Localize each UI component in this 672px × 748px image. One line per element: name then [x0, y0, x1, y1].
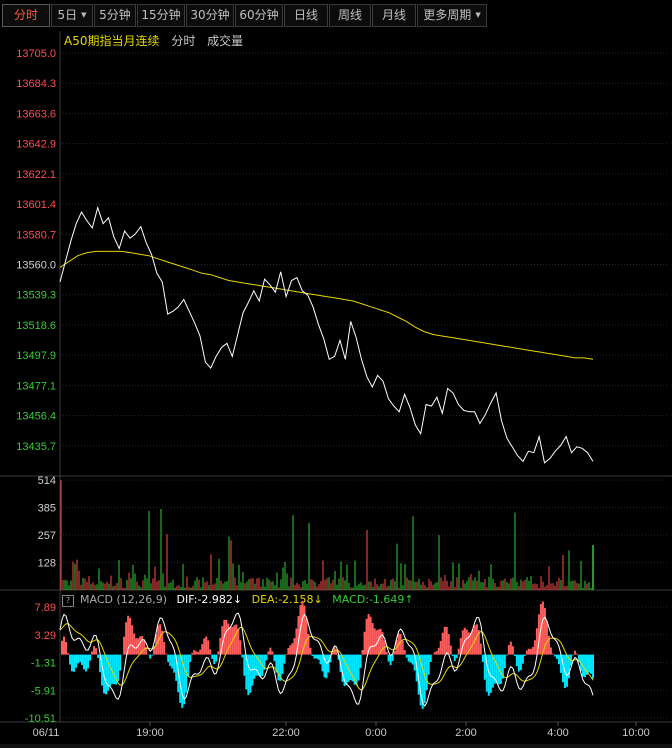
price-tick-label: 13684.3 — [16, 78, 56, 90]
caret-down-icon: ▼ — [81, 11, 87, 19]
macd-tick-label: -10.51 — [25, 713, 56, 725]
macd-tick-label: -1.31 — [31, 658, 56, 670]
tab-8[interactable]: 月线 — [372, 4, 416, 27]
price-tick-label: 13456.4 — [16, 411, 56, 423]
tab-0[interactable]: 分时 — [2, 4, 50, 27]
price-tick-label: 13705.0 — [16, 48, 56, 60]
macd-tick-label: 3.29 — [35, 630, 56, 642]
time-label: 10:00 — [622, 727, 650, 739]
price-line — [59, 205, 594, 464]
tab-6[interactable]: 日线 — [284, 4, 328, 27]
tab-label: 更多周期 — [423, 8, 472, 22]
tab-9[interactable]: 更多周期 ▼ — [417, 4, 487, 27]
tab-2[interactable]: 5分钟 — [94, 4, 136, 27]
volume-label: 成交量 — [207, 34, 244, 48]
tab-label: 5日 — [57, 8, 78, 22]
tab-label: 月线 — [381, 8, 406, 22]
tab-7[interactable]: 周线 — [329, 4, 371, 27]
price-tick-label: 13642.9 — [16, 139, 56, 151]
volume-tick-label: 514 — [38, 475, 56, 487]
price-tick-label: 13622.1 — [16, 169, 56, 181]
dif-line — [59, 612, 594, 707]
price-tick-label: 13601.4 — [16, 199, 56, 211]
price-tick-label: 13435.7 — [16, 441, 56, 453]
tab-label: 日线 — [293, 8, 318, 22]
price-tick-label: 13580.7 — [16, 229, 56, 241]
caret-down-icon: ▼ — [475, 11, 481, 19]
price-tick-label: 13663.6 — [16, 108, 56, 120]
price-tick-label: 13518.6 — [16, 320, 56, 332]
macd-tick-label: -5.91 — [31, 685, 56, 697]
tab-1[interactable]: 5日 ▼ — [51, 4, 93, 27]
macd-value: MACD:-1.649↑ — [332, 593, 414, 606]
tab-5[interactable]: 60分钟 — [235, 4, 283, 27]
scroll-strip[interactable] — [0, 744, 672, 748]
tab-label: 15分钟 — [141, 8, 181, 22]
price-tick-label: 13560.0 — [16, 260, 56, 272]
macd-header: ? MACD (12,26,9) DIF:-2.982↓ DEA:-2.158↓ … — [62, 593, 420, 607]
mode-label: 分时 — [171, 34, 196, 48]
macd-label: MACD (12,26,9) — [80, 593, 168, 606]
dea-value: DEA:-2.158↓ — [251, 593, 323, 606]
volume-tick-label: 128 — [38, 558, 56, 570]
time-label: 0:00 — [365, 727, 386, 739]
average-price-line — [59, 250, 594, 360]
help-icon[interactable]: ? — [62, 595, 74, 607]
dif-value: DIF:-2.982↓ — [176, 593, 243, 606]
time-label: 4:00 — [547, 727, 568, 739]
tab-label: 60分钟 — [239, 8, 279, 22]
tab-4[interactable]: 30分钟 — [186, 4, 234, 27]
chart-header: A50期指当月连续 分时 成交量 — [64, 32, 251, 49]
tab-label: 30分钟 — [190, 8, 230, 22]
price-tick-label: 13477.1 — [16, 380, 56, 392]
price-tick-label: 13497.9 — [16, 350, 56, 362]
time-label: 2:00 — [455, 727, 476, 739]
tab-label: 周线 — [337, 8, 362, 22]
time-label: 22:00 — [272, 727, 300, 739]
instrument-name: A50期指当月连续 — [64, 34, 160, 48]
tab-label: 分时 — [13, 8, 38, 22]
tab-label: 5分钟 — [99, 8, 131, 22]
time-label: 06/11 — [33, 727, 60, 739]
price-tick-label: 13539.3 — [16, 290, 56, 302]
period-toolbar: 分时 5日 ▼ 5分钟 15分钟 30分钟 60分钟 日线 周线 月线 更多周期 ▼ — [0, 0, 672, 31]
macd-tick-label: 7.89 — [35, 602, 56, 614]
tab-3[interactable]: 15分钟 — [137, 4, 185, 27]
volume-tick-label: 257 — [38, 530, 56, 542]
volume-tick-label: 385 — [38, 503, 56, 515]
dea-line — [59, 623, 594, 691]
time-label: 19:00 — [136, 727, 164, 739]
